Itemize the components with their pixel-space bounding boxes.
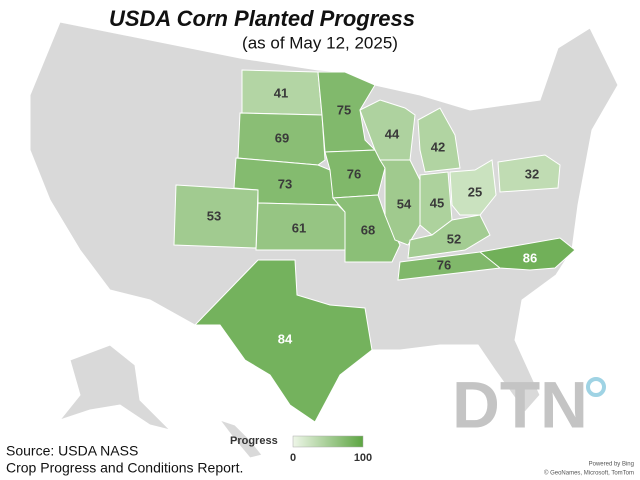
legend-title: Progress	[230, 435, 278, 447]
state-value: 41	[274, 85, 288, 100]
source-line: Source: USDA NASS	[6, 443, 138, 459]
state-value: 68	[361, 222, 375, 237]
state	[417, 107, 461, 173]
state-value: 53	[207, 208, 221, 223]
state	[237, 112, 326, 166]
state-value: 73	[278, 176, 292, 191]
state	[173, 184, 259, 249]
state-value: 76	[437, 257, 451, 272]
state-value: 84	[278, 331, 293, 346]
state	[359, 99, 416, 161]
state-value: 44	[385, 126, 400, 141]
state	[331, 194, 401, 263]
credit: © GeoNames, Microsoft, TomTom	[544, 470, 634, 477]
state-value: 69	[275, 130, 289, 145]
state-value: 52	[447, 231, 461, 246]
states: 41 69 73 61 75 76 68 44 54 45 42 25 32 52 76 86 53 84	[173, 69, 576, 423]
state-value: 45	[430, 195, 444, 210]
subtitle: (as of May 12, 2025)	[242, 33, 398, 52]
state	[407, 214, 491, 259]
state	[379, 159, 421, 246]
state-value: 76	[347, 166, 361, 181]
state	[497, 154, 561, 193]
state-value: 25	[468, 184, 482, 199]
state-value: 42	[431, 139, 445, 154]
legend-min: 0	[290, 452, 296, 464]
state	[478, 237, 576, 271]
title: USDA Corn Planted Progress	[109, 6, 415, 31]
state	[193, 259, 373, 423]
state-value: 32	[525, 166, 539, 181]
logo: DTN	[452, 367, 588, 441]
credit: Powered by Bing	[589, 462, 634, 468]
state	[317, 71, 377, 153]
state-value: 75	[337, 102, 351, 117]
state-value: 61	[292, 220, 306, 235]
state	[449, 159, 497, 216]
logo-dot	[586, 377, 606, 397]
state-value: 54	[397, 196, 412, 211]
legend-scale	[292, 435, 364, 448]
source-line: Crop Progress and Conditions Report.	[6, 460, 243, 476]
state-value: 86	[523, 250, 537, 265]
legend-max: 100	[354, 452, 372, 464]
